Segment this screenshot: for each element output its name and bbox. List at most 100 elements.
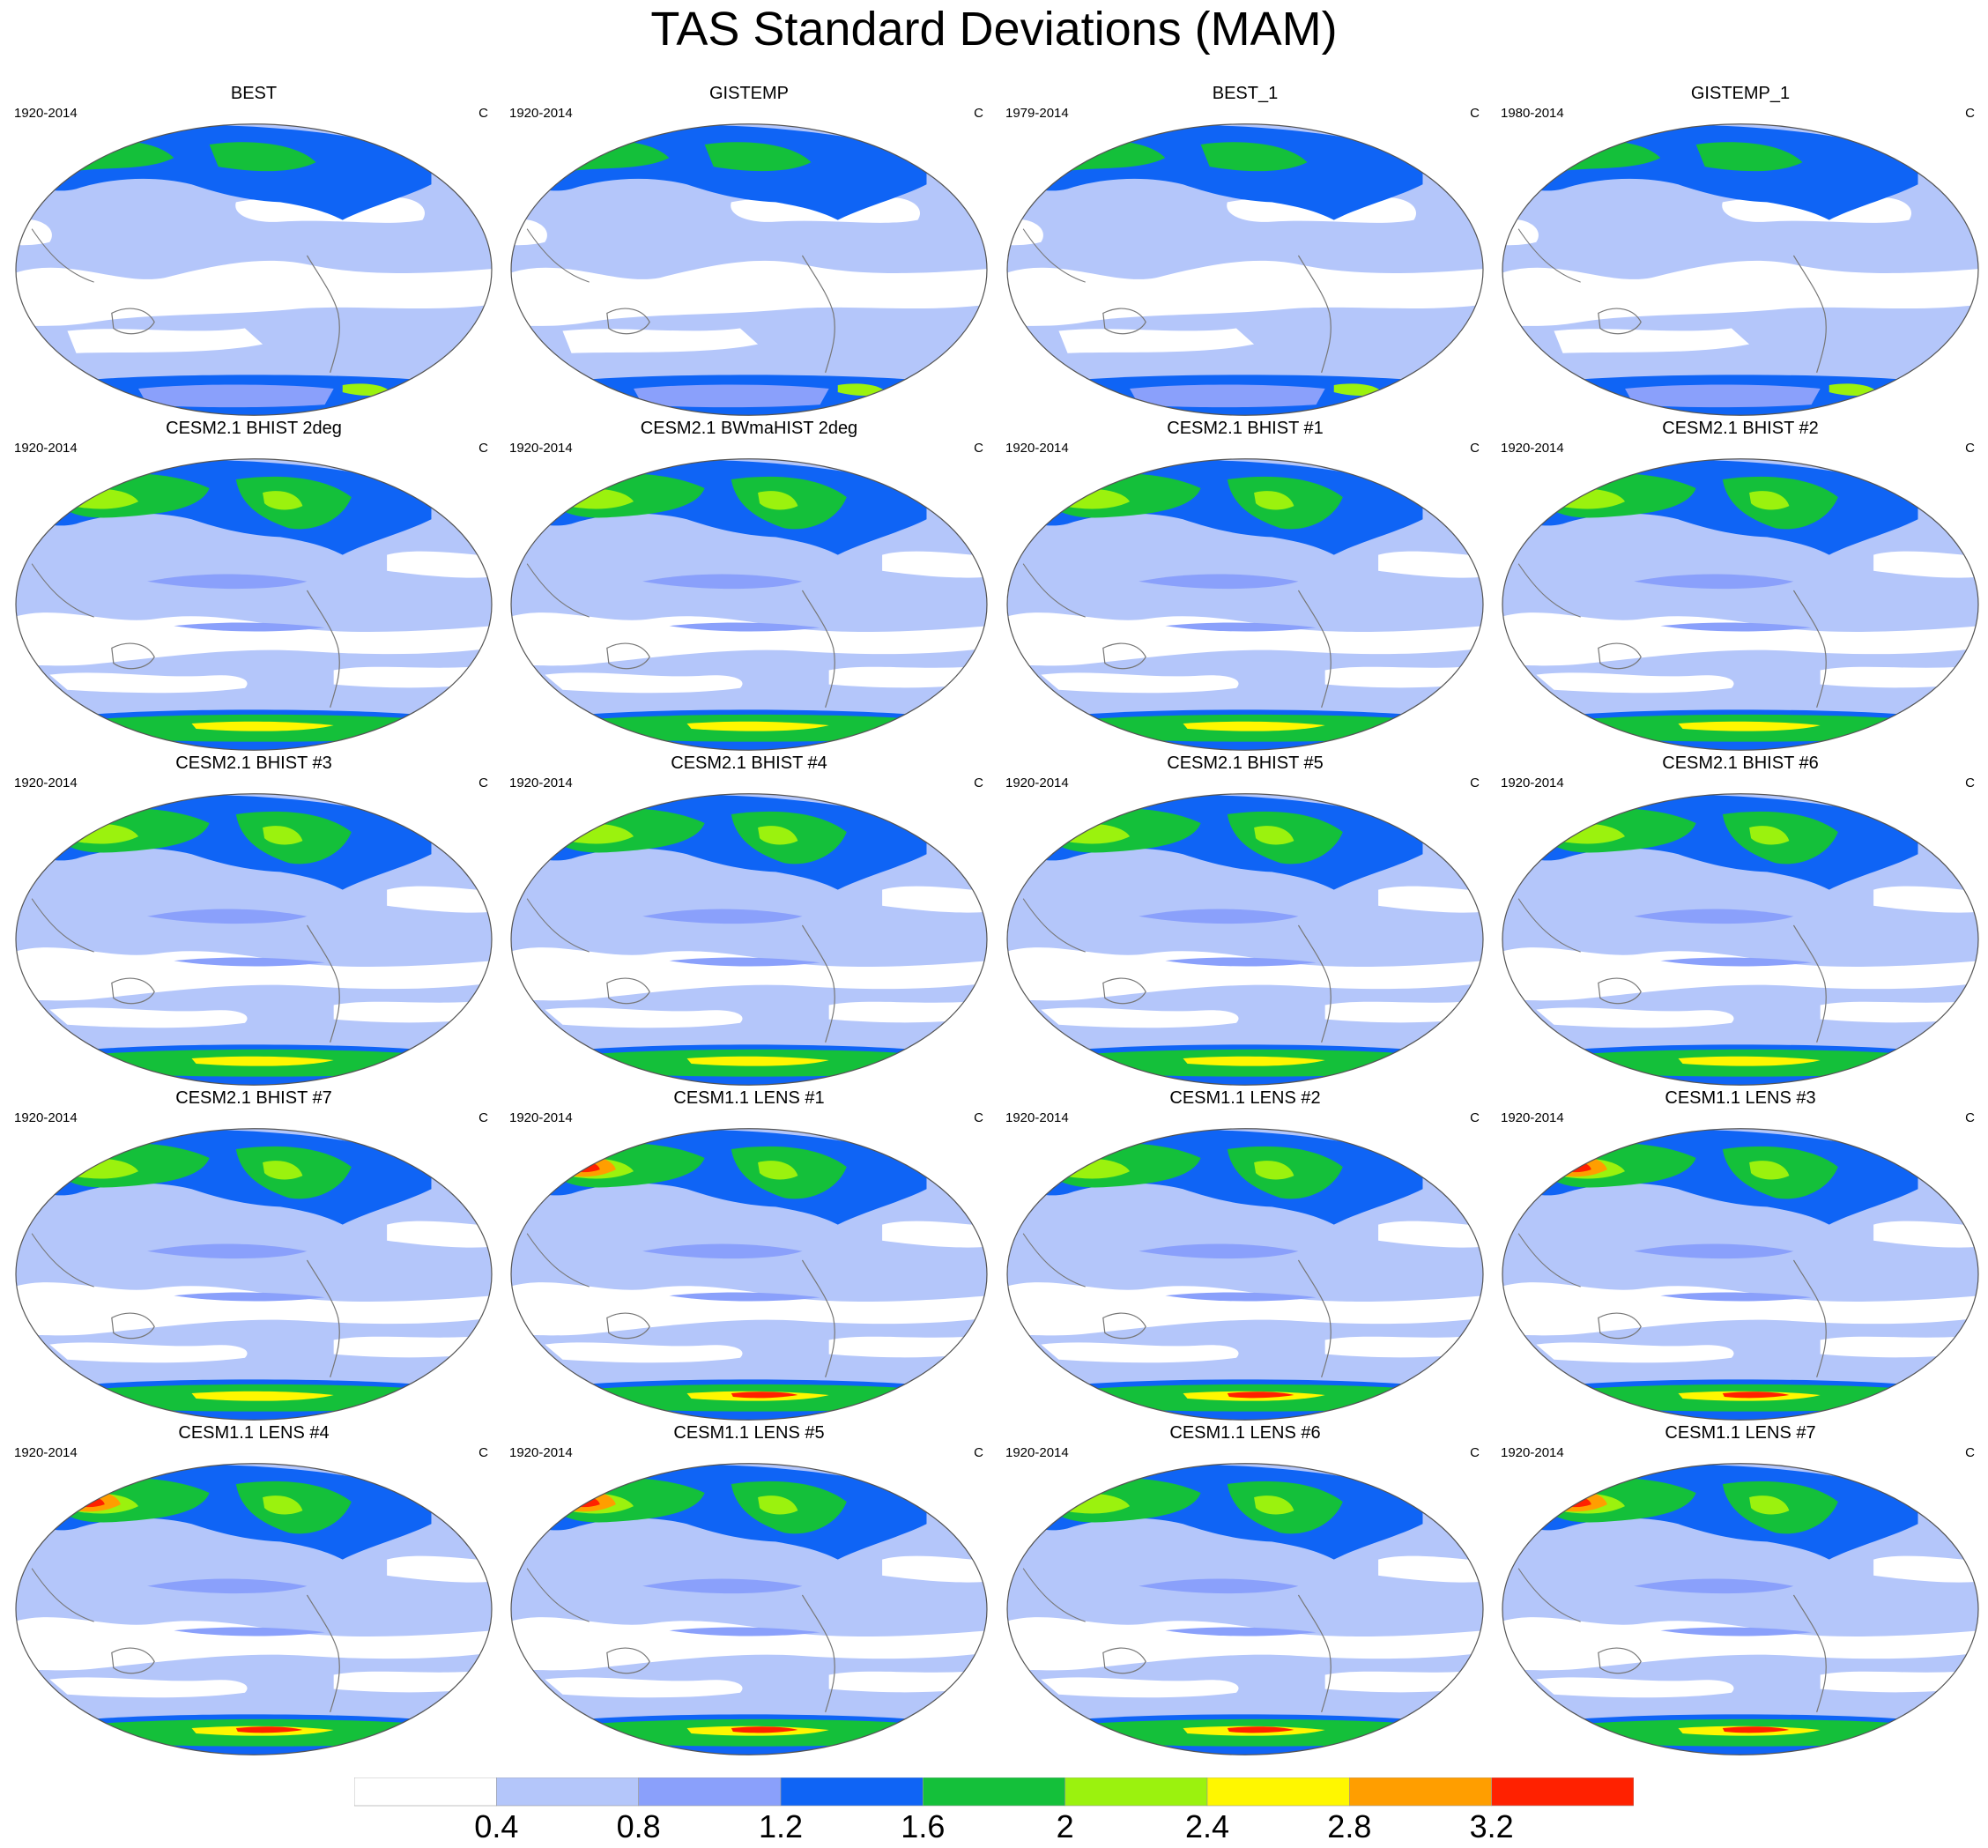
pacific-variance-band <box>642 574 803 590</box>
world-map <box>510 123 988 416</box>
colorbar-tick-label: 1.2 <box>758 1808 804 1844</box>
colorbar-tick-label: 2.4 <box>1184 1808 1230 1844</box>
world-map <box>15 123 493 416</box>
antarctica-peak-variance <box>1183 721 1325 731</box>
americas-coastline <box>1297 924 1332 1043</box>
americas-coastline <box>801 1594 835 1713</box>
map-outline <box>1502 1128 1979 1421</box>
asia-coastline <box>31 898 94 953</box>
world-map <box>1006 123 1484 416</box>
north-america-high-variance <box>1200 142 1308 172</box>
map-panel: CESM2.1 BHIST #5 1920-2014 C <box>998 753 1492 1089</box>
panel-units: C <box>974 106 983 121</box>
panel-period: 1920-2014 <box>1005 1110 1069 1125</box>
panel-units: C <box>1965 106 1975 121</box>
panel-units: C <box>1470 106 1480 121</box>
world-map <box>1006 793 1484 1086</box>
colorbar-swatch <box>1491 1777 1634 1807</box>
antarctic-peninsula-variance <box>342 383 392 397</box>
low-variance-region <box>1007 1617 1483 1672</box>
equatorial-variance-band <box>174 1627 325 1636</box>
panel-period: 1920-2014 <box>1005 1445 1069 1460</box>
panel-period: 1920-2014 <box>509 106 573 121</box>
map-panel: CESM1.1 LENS #1 1920-2014 C <box>502 1087 996 1424</box>
low-variance-region <box>545 672 743 694</box>
panel-units: C <box>478 441 488 456</box>
colorbar-swatch <box>354 1777 497 1807</box>
panel-title: GISTEMP_1 <box>1690 84 1791 103</box>
north-america-peak-variance <box>1254 1161 1294 1180</box>
low-variance-region <box>387 551 492 578</box>
australia-coastline <box>1102 642 1146 670</box>
low-variance-region <box>1873 1221 1978 1248</box>
colorbar-swatch <box>1206 1777 1350 1807</box>
panel-units: C <box>1470 441 1480 456</box>
world-map <box>1502 123 1979 416</box>
map-outline <box>510 1128 988 1421</box>
panel-period: 1920-2014 <box>1501 1445 1564 1460</box>
asia-coastline <box>526 898 590 953</box>
map-outline <box>510 123 988 416</box>
panel-units: C <box>1965 776 1975 790</box>
pacific-variance-band <box>642 1243 803 1259</box>
low-variance-region <box>511 260 987 327</box>
map-outline <box>1006 1463 1484 1755</box>
colorbar-swatch <box>780 1777 924 1807</box>
low-variance-region <box>49 1677 248 1698</box>
equatorial-variance-band <box>174 1292 325 1302</box>
map-panel: CESM2.1 BHIST #4 1920-2014 C <box>502 753 996 1089</box>
americas-coastline <box>801 255 835 374</box>
panel-title: CESM2.1 BHIST #3 <box>175 753 332 773</box>
low-variance-region <box>1378 886 1483 913</box>
asia-coastline <box>526 1568 590 1622</box>
panel-title: CESM2.1 BHIST #7 <box>175 1088 332 1108</box>
low-variance-region <box>1873 886 1978 913</box>
low-variance-region <box>387 1221 492 1248</box>
low-variance-region <box>1536 1007 1734 1028</box>
low-variance-region <box>16 947 492 1002</box>
asia-coastline <box>31 1568 94 1622</box>
australia-coastline <box>606 642 650 670</box>
asia-coastline <box>1517 1568 1581 1622</box>
pacific-variance-band <box>147 574 308 590</box>
map-panel: GISTEMP_1 1980-2014 C <box>1494 83 1987 419</box>
equatorial-variance-band <box>669 1292 820 1302</box>
panel-title: CESM1.1 LENS #7 <box>1665 1423 1816 1443</box>
asia-coastline <box>1517 563 1581 618</box>
low-variance-region <box>49 1342 248 1363</box>
map-panel: CESM2.1 BWmaHIST 2deg 1920-2014 C <box>502 418 996 754</box>
panel-period: 1920-2014 <box>509 776 573 790</box>
antarctica-peak-variance <box>1678 721 1821 731</box>
low-variance-region <box>511 612 987 667</box>
low-variance-region <box>16 260 492 327</box>
americas-coastline <box>306 590 340 709</box>
panel-title: CESM2.1 BHIST #6 <box>1662 753 1819 773</box>
world-map <box>1502 1463 1979 1755</box>
map-panel: CESM2.1 BHIST #6 1920-2014 C <box>1494 753 1987 1089</box>
low-variance-region <box>545 1677 743 1698</box>
low-variance-region <box>1502 1617 1978 1672</box>
panel-units: C <box>974 776 983 790</box>
figure-title: TAS Standard Deviations (MAM) <box>650 3 1338 56</box>
low-variance-region <box>1502 1282 1978 1337</box>
colorbar-swatch <box>1349 1777 1492 1807</box>
pacific-variance-band <box>642 909 803 924</box>
antarctica-peak-variance <box>1678 1056 1821 1066</box>
panel-units: C <box>1965 1445 1975 1460</box>
map-panel: CESM1.1 LENS #7 1920-2014 C <box>1494 1422 1987 1759</box>
pacific-variance-band <box>642 1578 803 1594</box>
panel-period: 1920-2014 <box>1501 1110 1564 1125</box>
panel-period: 1920-2014 <box>509 1445 573 1460</box>
equatorial-variance-band <box>669 622 820 632</box>
panel-units: C <box>478 1110 488 1125</box>
panel-units: C <box>974 1110 983 1125</box>
world-map <box>1006 1463 1484 1755</box>
americas-coastline <box>1297 590 1332 709</box>
antarctica-max-variance <box>1722 1392 1790 1399</box>
antarctica-peak-variance <box>686 721 829 731</box>
low-variance-region <box>1324 1336 1476 1358</box>
low-variance-region <box>511 1282 987 1337</box>
panel-period: 1920-2014 <box>1501 776 1564 790</box>
asia-coastline <box>1022 228 1086 283</box>
north-america-peak-variance <box>263 1161 303 1180</box>
